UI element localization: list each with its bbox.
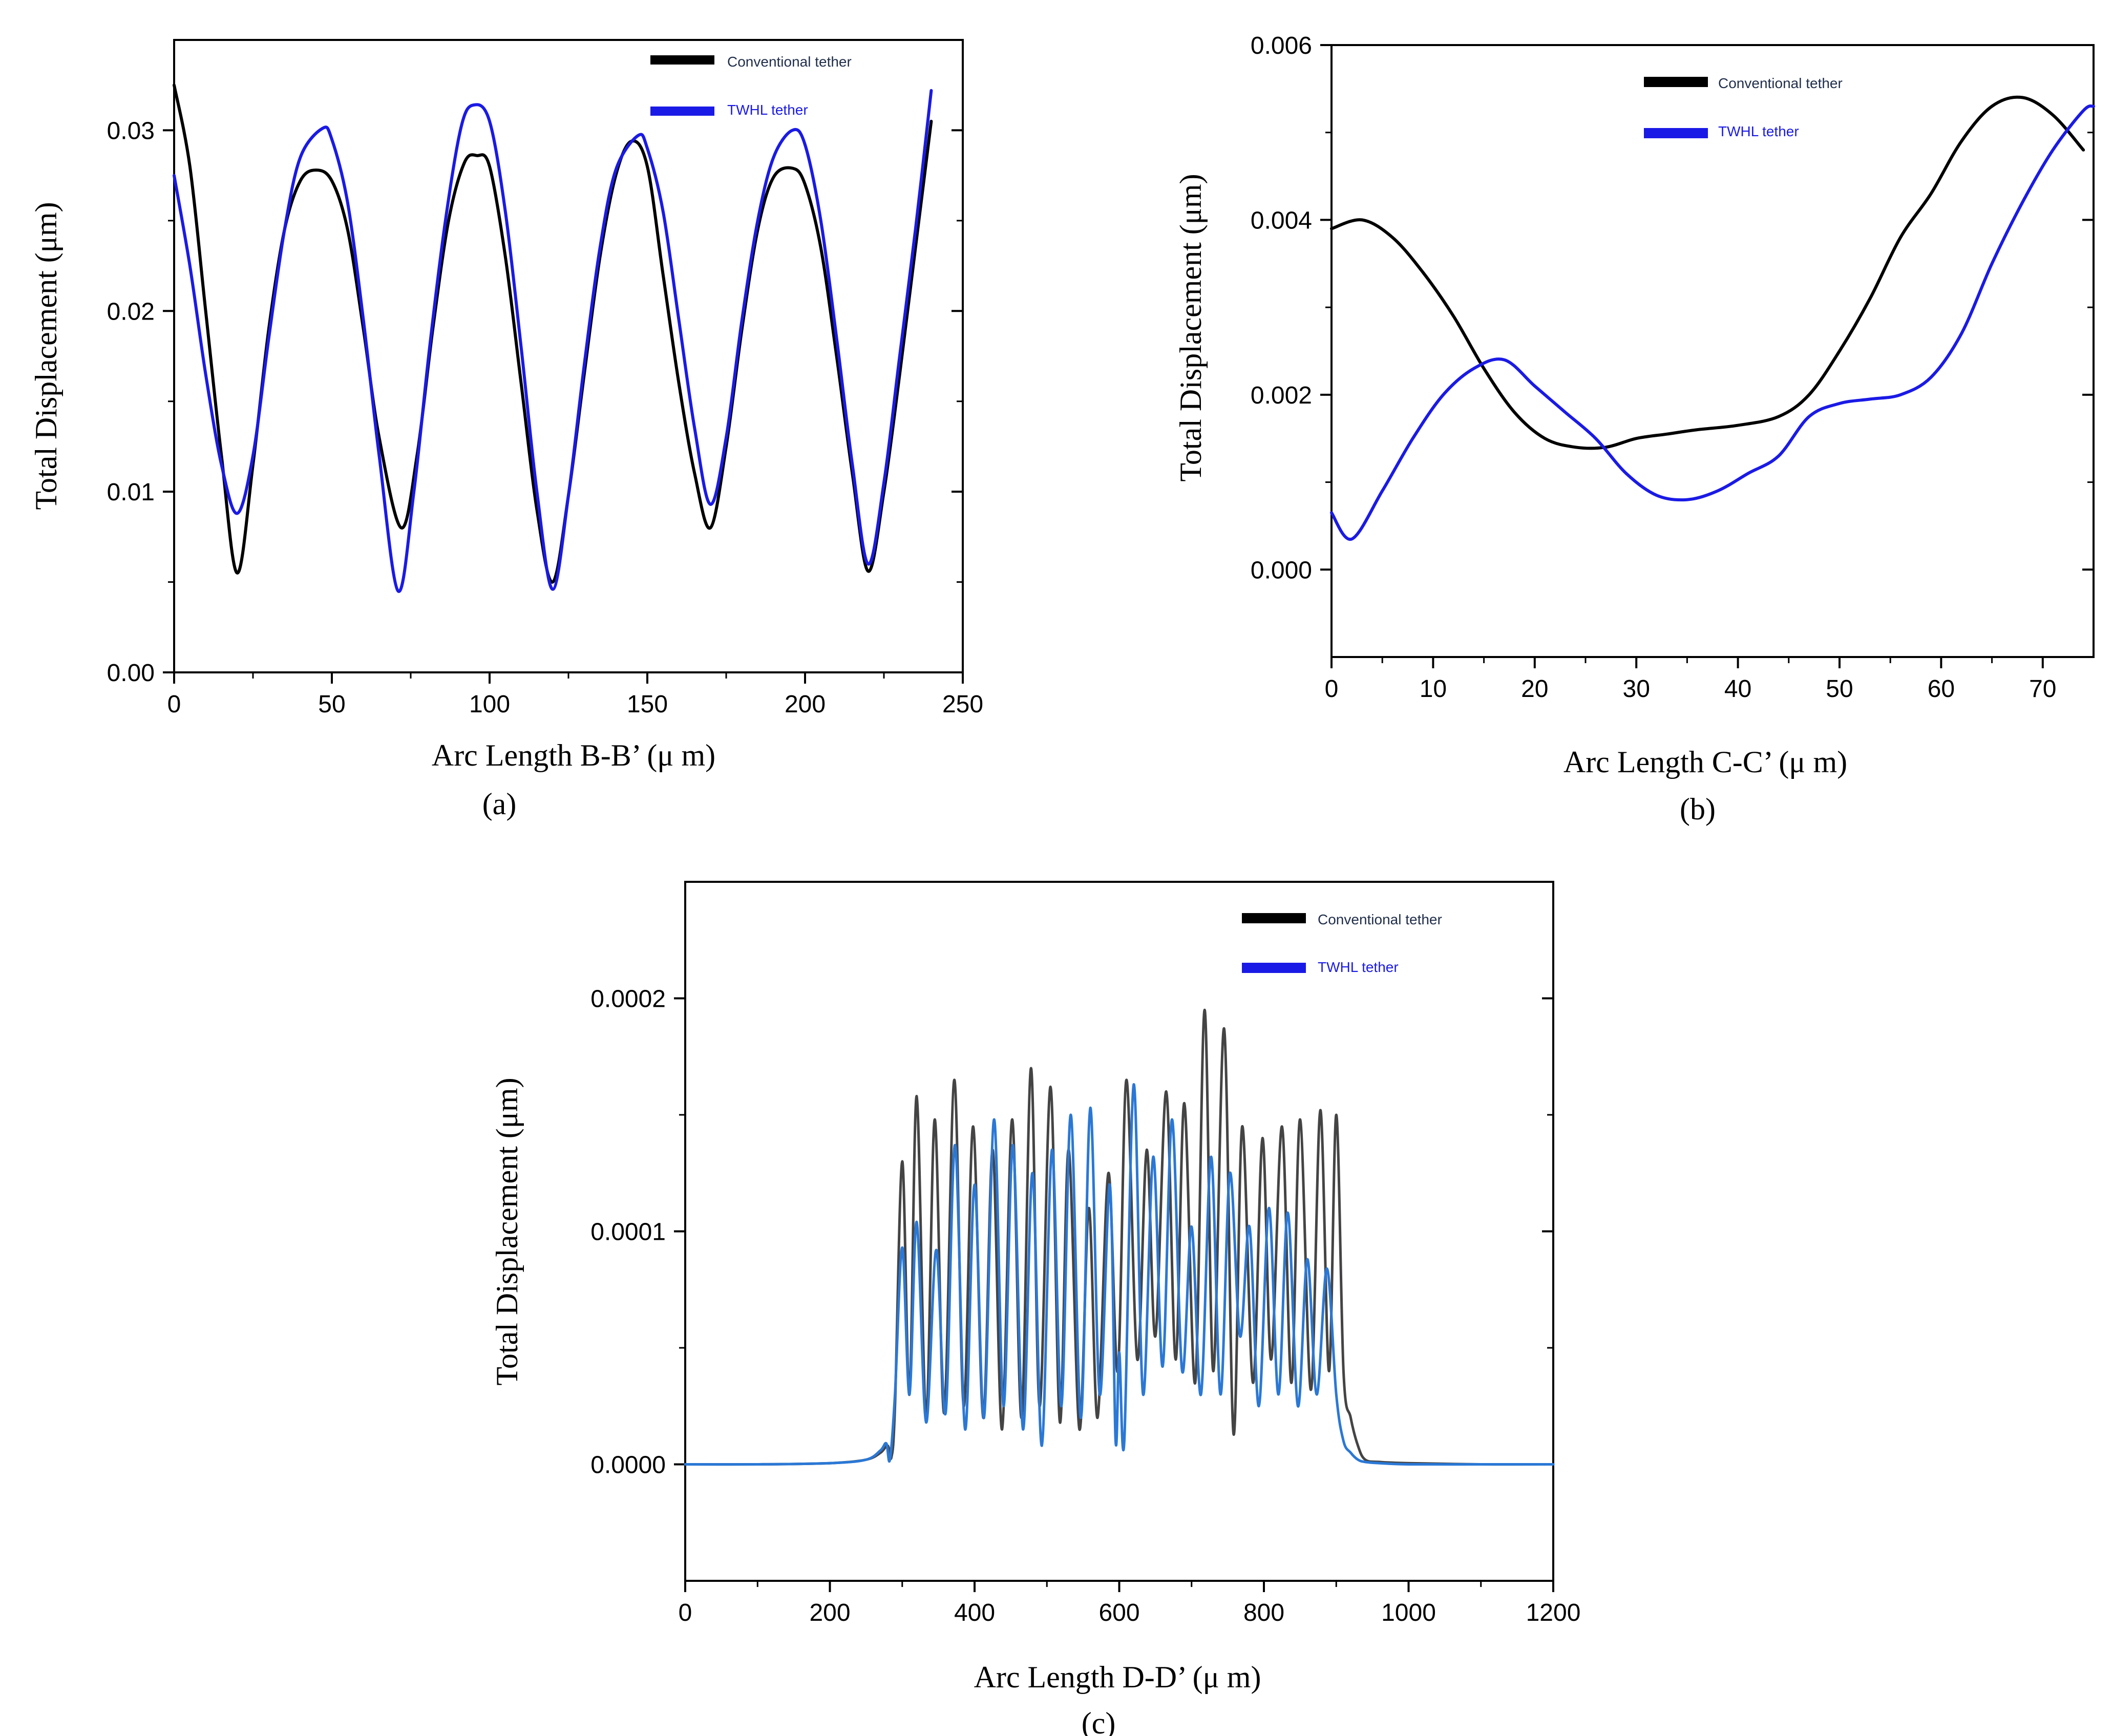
panel-a-xlabel: Arc Length B-B’ (μ m) [432,738,715,772]
legend-b-label-conventional: Conventional tether [1718,75,1843,91]
panel-c-ytick-label: 0.0000 [590,1452,666,1479]
panel-c: 0 200 400 600 800 1000 12000.00000.00010.0002 … [490,881,1580,1736]
panel-c-xtick-label: 800 [1243,1599,1284,1626]
panel-a-xtick-label: 200 [785,691,826,718]
panel-b-xtick-label: 0 [1325,675,1339,703]
panel-c-xtick-label: 0 [679,1599,692,1626]
panel-c-series-conventional [684,1008,1555,1466]
panel-b-series-conventional [1330,95,2085,450]
panel-c-ticks: 0 200 400 600 800 1000 1200 0.0000 0.0001 0.0002 [590,986,1580,1627]
panel-a-ytick-label: 0.02 [107,298,155,325]
panel-b-series-twhl [1330,104,2095,541]
panel-b-xtick-label: 10 [1420,675,1447,703]
panel-b-caption: (b) [1680,792,1716,826]
panel-a-ticks: 0 50 100 150 200 250 0.00 0.01 0.02 0.03 [107,117,983,718]
panel-b-ytick-label: 0.002 [1251,382,1312,409]
panel-b-ytick-label: 0.004 [1251,207,1312,234]
panel-a-ytick-label: 0.01 [107,479,155,506]
panel-c-xtick-label: 200 [809,1599,850,1626]
panel-c-series-twhl [684,1083,1555,1466]
panel-c-lines [684,1008,1555,1466]
panel-b-lines [1330,95,2095,541]
panel-a-frame [173,39,964,673]
panel-b-frame [1330,44,2095,658]
panel-b-xtick-label: 60 [1928,675,1955,703]
panel-c-caption: (c) [1082,1706,1116,1736]
panel-a-lines [173,83,933,593]
panel-a-series-conventional [173,83,933,584]
panel-b-xtick-label: 40 [1724,675,1751,703]
panel-c-xtick-label: 1000 [1381,1599,1436,1626]
panel-b-xtick-label: 50 [1826,675,1853,703]
legend-b-swatch-twhl [1644,128,1708,138]
legend-a-swatch-conventional [650,55,714,65]
panel-a-xtick-label: 50 [318,691,345,718]
panel-a-xtick-label: 250 [942,691,983,718]
panel-c-xtick-label: 400 [954,1599,995,1626]
panel-a-ylabel: Total Displacement (μm) [29,202,63,510]
panel-b-ticks: 0 10 20 30 40 50 60 70 0.000 0.002 0.004 0.006 [1251,32,2094,703]
legend-a-label-twhl: TWHL tether [727,102,808,118]
panel-c-frame [684,881,1554,1582]
panel-c-ytick-label: 0.0001 [590,1219,666,1246]
panel-c-ytick-label: 0.0002 [590,986,666,1013]
panel-b-xlabel: Arc Length C-C’ (μ m) [1563,745,1847,779]
panel-b-legend: Conventional tether TWHL tether [1644,75,1843,139]
panel-a-xtick-label: 0 [167,691,181,718]
panel-c-xtick-label: 1200 [1526,1599,1581,1626]
panel-a-series-twhl [173,89,933,593]
panel-a-xtick-label: 150 [627,691,668,718]
legend-c-label-conventional: Conventional tether [1318,912,1442,927]
panel-c-xtick-label: 600 [1098,1599,1139,1626]
panel-b-ylabel: Total Displacement (μm) [1174,174,1208,481]
panel-a-caption: (a) [482,787,517,821]
legend-b-swatch-conventional [1644,77,1708,87]
panel-b-xtick-label: 30 [1623,675,1650,703]
legend-c-label-twhl: TWHL tether [1318,959,1399,975]
panel-b-ytick-label: 0.006 [1251,32,1312,59]
panel-a-ytick-label: 0.00 [107,660,155,687]
panel-b-xtick-label: 70 [2029,675,2056,703]
panel-a-ytick-label: 0.03 [107,117,155,144]
panel-b-xtick-label: 20 [1521,675,1548,703]
panel-b-ytick-label: 0.000 [1251,557,1312,584]
legend-b-label-twhl: TWHL tether [1718,123,1799,139]
panel-a: 0 50 100 150 200 250 0.00 0.01 0.02 0.03 Conventi… [29,39,983,821]
legend-c-swatch-twhl [1242,963,1306,973]
legend-c-swatch-conventional [1242,913,1306,923]
panel-a-xtick-label: 100 [469,691,510,718]
legend-a-swatch-twhl [650,107,714,116]
panel-b: 0 10 20 30 40 50 60 70 0.000 0.002 0.004 0.006 Conv… [1174,32,2095,826]
panel-c-xlabel: Arc Length D-D’ (μ m) [974,1660,1261,1694]
panel-c-legend: Conventional tether TWHL tether [1242,912,1442,975]
legend-a-label-conventional: Conventional tether [727,54,852,70]
panel-a-legend: Conventional tether TWHL tether [650,54,852,118]
panel-c-ylabel: Total Displacement (μm) [490,1077,524,1385]
